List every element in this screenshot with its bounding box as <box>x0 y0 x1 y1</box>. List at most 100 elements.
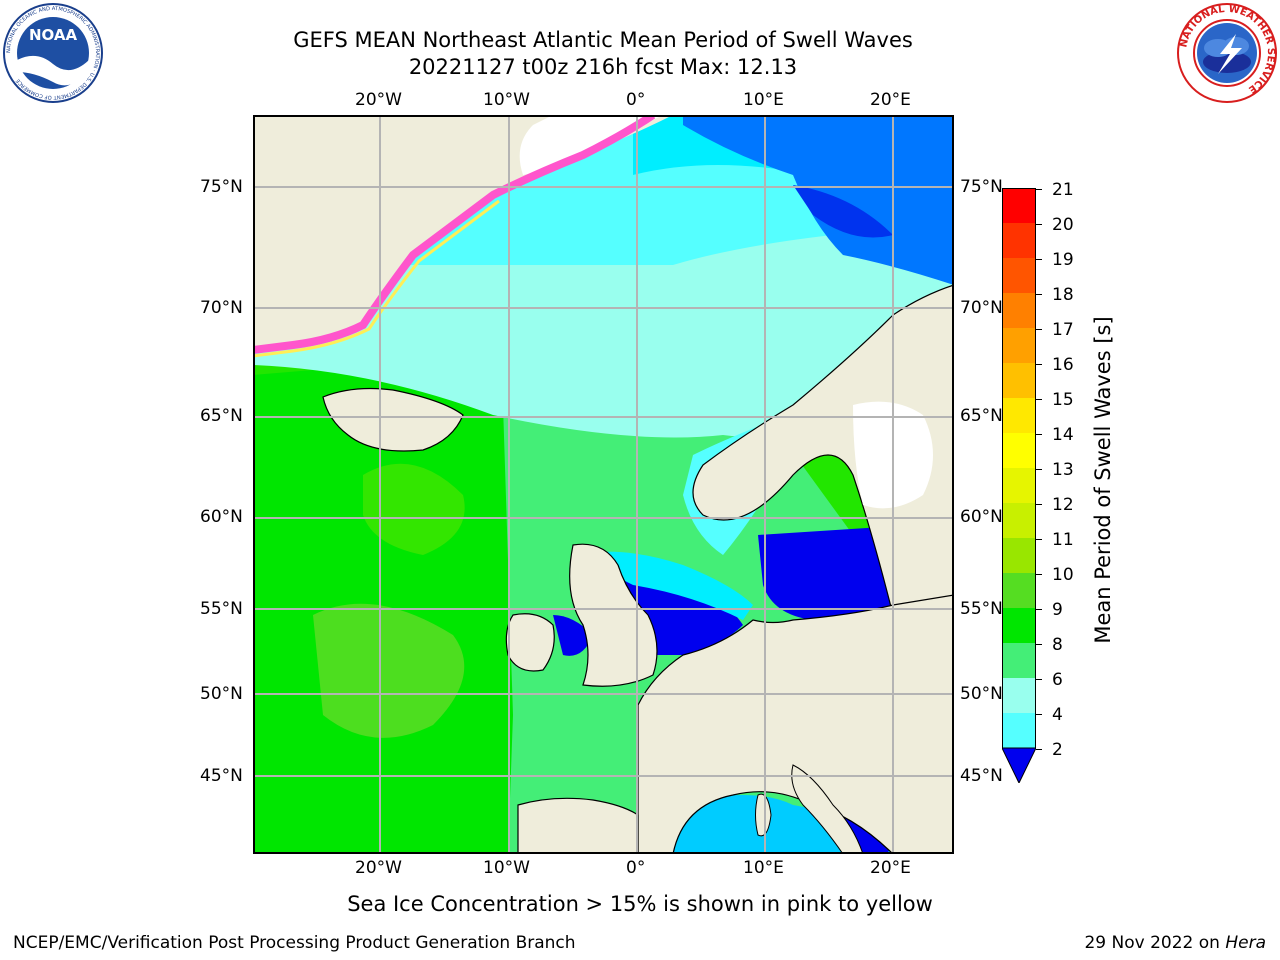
sea-ice-note: Sea Ice Concentration > 15% is shown in … <box>347 892 933 916</box>
colorbar-segment <box>1002 713 1036 749</box>
colorbar-segment <box>1002 188 1036 224</box>
map-subtitle-forecast: 20221127 t00z 216h fcst Max: 12.13 <box>408 55 798 79</box>
colorbar-tick-mark <box>1036 294 1042 295</box>
colorbar-tick-label: 20 <box>1052 215 1074 235</box>
sea-ice-edge <box>253 115 656 354</box>
lon-label-top-2: 10°W <box>483 90 530 110</box>
land-ireland <box>505 613 555 672</box>
footer-machine: Hera <box>1225 933 1266 953</box>
colorbar-segment <box>1002 363 1036 399</box>
colorbar-tick-mark <box>1036 749 1042 750</box>
lat-label-right-5: 55°N <box>960 599 1003 619</box>
footer-date-text: 29 Nov 2022 on <box>1084 933 1226 953</box>
lat-label-left-7: 45°N <box>200 766 243 786</box>
colorbar-tick-label: 6 <box>1052 670 1063 690</box>
lat-label-right-7: 45°N <box>960 766 1003 786</box>
lon-label-bottom-4: 10°E <box>743 858 784 878</box>
lat-label-right-1: 75°N <box>960 177 1003 197</box>
colorbar-segment <box>1002 468 1036 504</box>
map-panel <box>253 115 954 854</box>
colorbar-tick-label: 19 <box>1052 250 1074 270</box>
lat-label-left-3: 65°N <box>200 406 243 426</box>
colorbar-segment <box>1002 223 1036 259</box>
colorbar-extend-arrow <box>1001 747 1037 785</box>
colorbar <box>1001 188 1037 785</box>
colorbar-tick-mark <box>1036 329 1042 330</box>
colorbar-tick-mark <box>1036 224 1042 225</box>
colorbar-tick-label: 21 <box>1052 180 1074 200</box>
lat-label-right-2: 70°N <box>960 298 1003 318</box>
colorbar-tick-label: 11 <box>1052 530 1074 550</box>
colorbar-tick-mark <box>1036 434 1042 435</box>
colorbar-segment <box>1002 608 1036 644</box>
colorbar-tick-mark <box>1036 609 1042 610</box>
colorbar-tick-mark <box>1036 574 1042 575</box>
lat-label-left-5: 55°N <box>200 599 243 619</box>
colorbar-tick-mark <box>1036 539 1042 540</box>
lat-label-left-4: 60°N <box>200 507 243 527</box>
lat-label-left-6: 50°N <box>200 684 243 704</box>
colorbar-tick-mark <box>1036 364 1042 365</box>
land-iberia <box>517 797 639 854</box>
nws-logo: NATIONAL WEATHER SERVICE <box>1176 2 1278 104</box>
colorbar-tick-label: 2 <box>1052 740 1063 760</box>
colorbar-tick-mark <box>1036 714 1042 715</box>
colorbar-tick-mark <box>1036 189 1042 190</box>
map-title: GEFS MEAN Northeast Atlantic Mean Period… <box>293 28 913 52</box>
colorbar-tick-mark <box>1036 679 1042 680</box>
graticule <box>253 115 954 854</box>
lat-label-right-6: 50°N <box>960 684 1003 704</box>
lon-label-bottom-3: 0° <box>626 858 646 878</box>
colorbar-label: Mean Period of Swell Waves [s] <box>1091 316 1115 644</box>
colorbar-tick-label: 8 <box>1052 635 1063 655</box>
lat-label-right-4: 60°N <box>960 507 1003 527</box>
lat-label-left-2: 70°N <box>200 298 243 318</box>
colorbar-tick-label: 17 <box>1052 320 1074 340</box>
lon-label-bottom-2: 10°W <box>483 858 530 878</box>
lon-label-top-4: 10°E <box>743 90 784 110</box>
colorbar-segment <box>1002 398 1036 434</box>
lon-label-top-1: 20°W <box>355 90 402 110</box>
lon-label-bottom-5: 20°E <box>870 858 911 878</box>
noaa-logo-text: NOAA <box>29 26 78 44</box>
colorbar-segment <box>1002 503 1036 539</box>
lon-label-top-5: 20°E <box>870 90 911 110</box>
map-canvas <box>253 115 954 854</box>
land-iceland <box>322 387 464 452</box>
footer-credit: NCEP/EMC/Verification Post Processing Pr… <box>13 933 576 953</box>
colorbar-tick-label: 10 <box>1052 565 1074 585</box>
lon-label-top-3: 0° <box>626 90 646 110</box>
colorbar-tick-label: 16 <box>1052 355 1074 375</box>
colorbar-tick-mark <box>1036 469 1042 470</box>
colorbar-tick-label: 9 <box>1052 600 1063 620</box>
colorbar-frame <box>1002 188 1036 748</box>
colorbar-segment <box>1002 538 1036 574</box>
colorbar-tick-label: 14 <box>1052 425 1074 445</box>
land-greenland <box>253 115 673 350</box>
noaa-logo: NOAA NATIONAL OCEANIC AND ATMOSPHERIC AD… <box>2 2 104 104</box>
lat-label-right-3: 65°N <box>960 406 1003 426</box>
colorbar-tick-label: 12 <box>1052 495 1074 515</box>
colorbar-tick-mark <box>1036 644 1042 645</box>
colorbar-tick-label: 18 <box>1052 285 1074 305</box>
colorbar-segment <box>1002 258 1036 294</box>
colorbar-segment <box>1002 328 1036 364</box>
colorbar-tick-label: 15 <box>1052 390 1074 410</box>
colorbar-tick-mark <box>1036 504 1042 505</box>
footer-date: 29 Nov 2022 on Hera <box>1084 932 1266 954</box>
map-frame <box>253 115 954 854</box>
colorbar-segment <box>1002 293 1036 329</box>
lon-label-bottom-1: 20°W <box>355 858 402 878</box>
colorbar-tick-label: 13 <box>1052 460 1074 480</box>
colorbar-tick-mark <box>1036 259 1042 260</box>
lat-label-left-1: 75°N <box>200 177 243 197</box>
colorbar-segment <box>1002 643 1036 679</box>
colorbar-segment <box>1002 573 1036 609</box>
colorbar-svg <box>1001 188 1037 785</box>
colorbar-tick-label: 4 <box>1052 705 1063 725</box>
land-great-britain <box>569 543 658 687</box>
colorbar-ticks: 21 20 19 18 17 16 15 14 13 12 11 10 9 8 6 4 2 <box>1036 180 1104 780</box>
colorbar-segment <box>1002 678 1036 714</box>
colorbar-segment <box>1002 433 1036 469</box>
colorbar-tick-mark <box>1036 399 1042 400</box>
